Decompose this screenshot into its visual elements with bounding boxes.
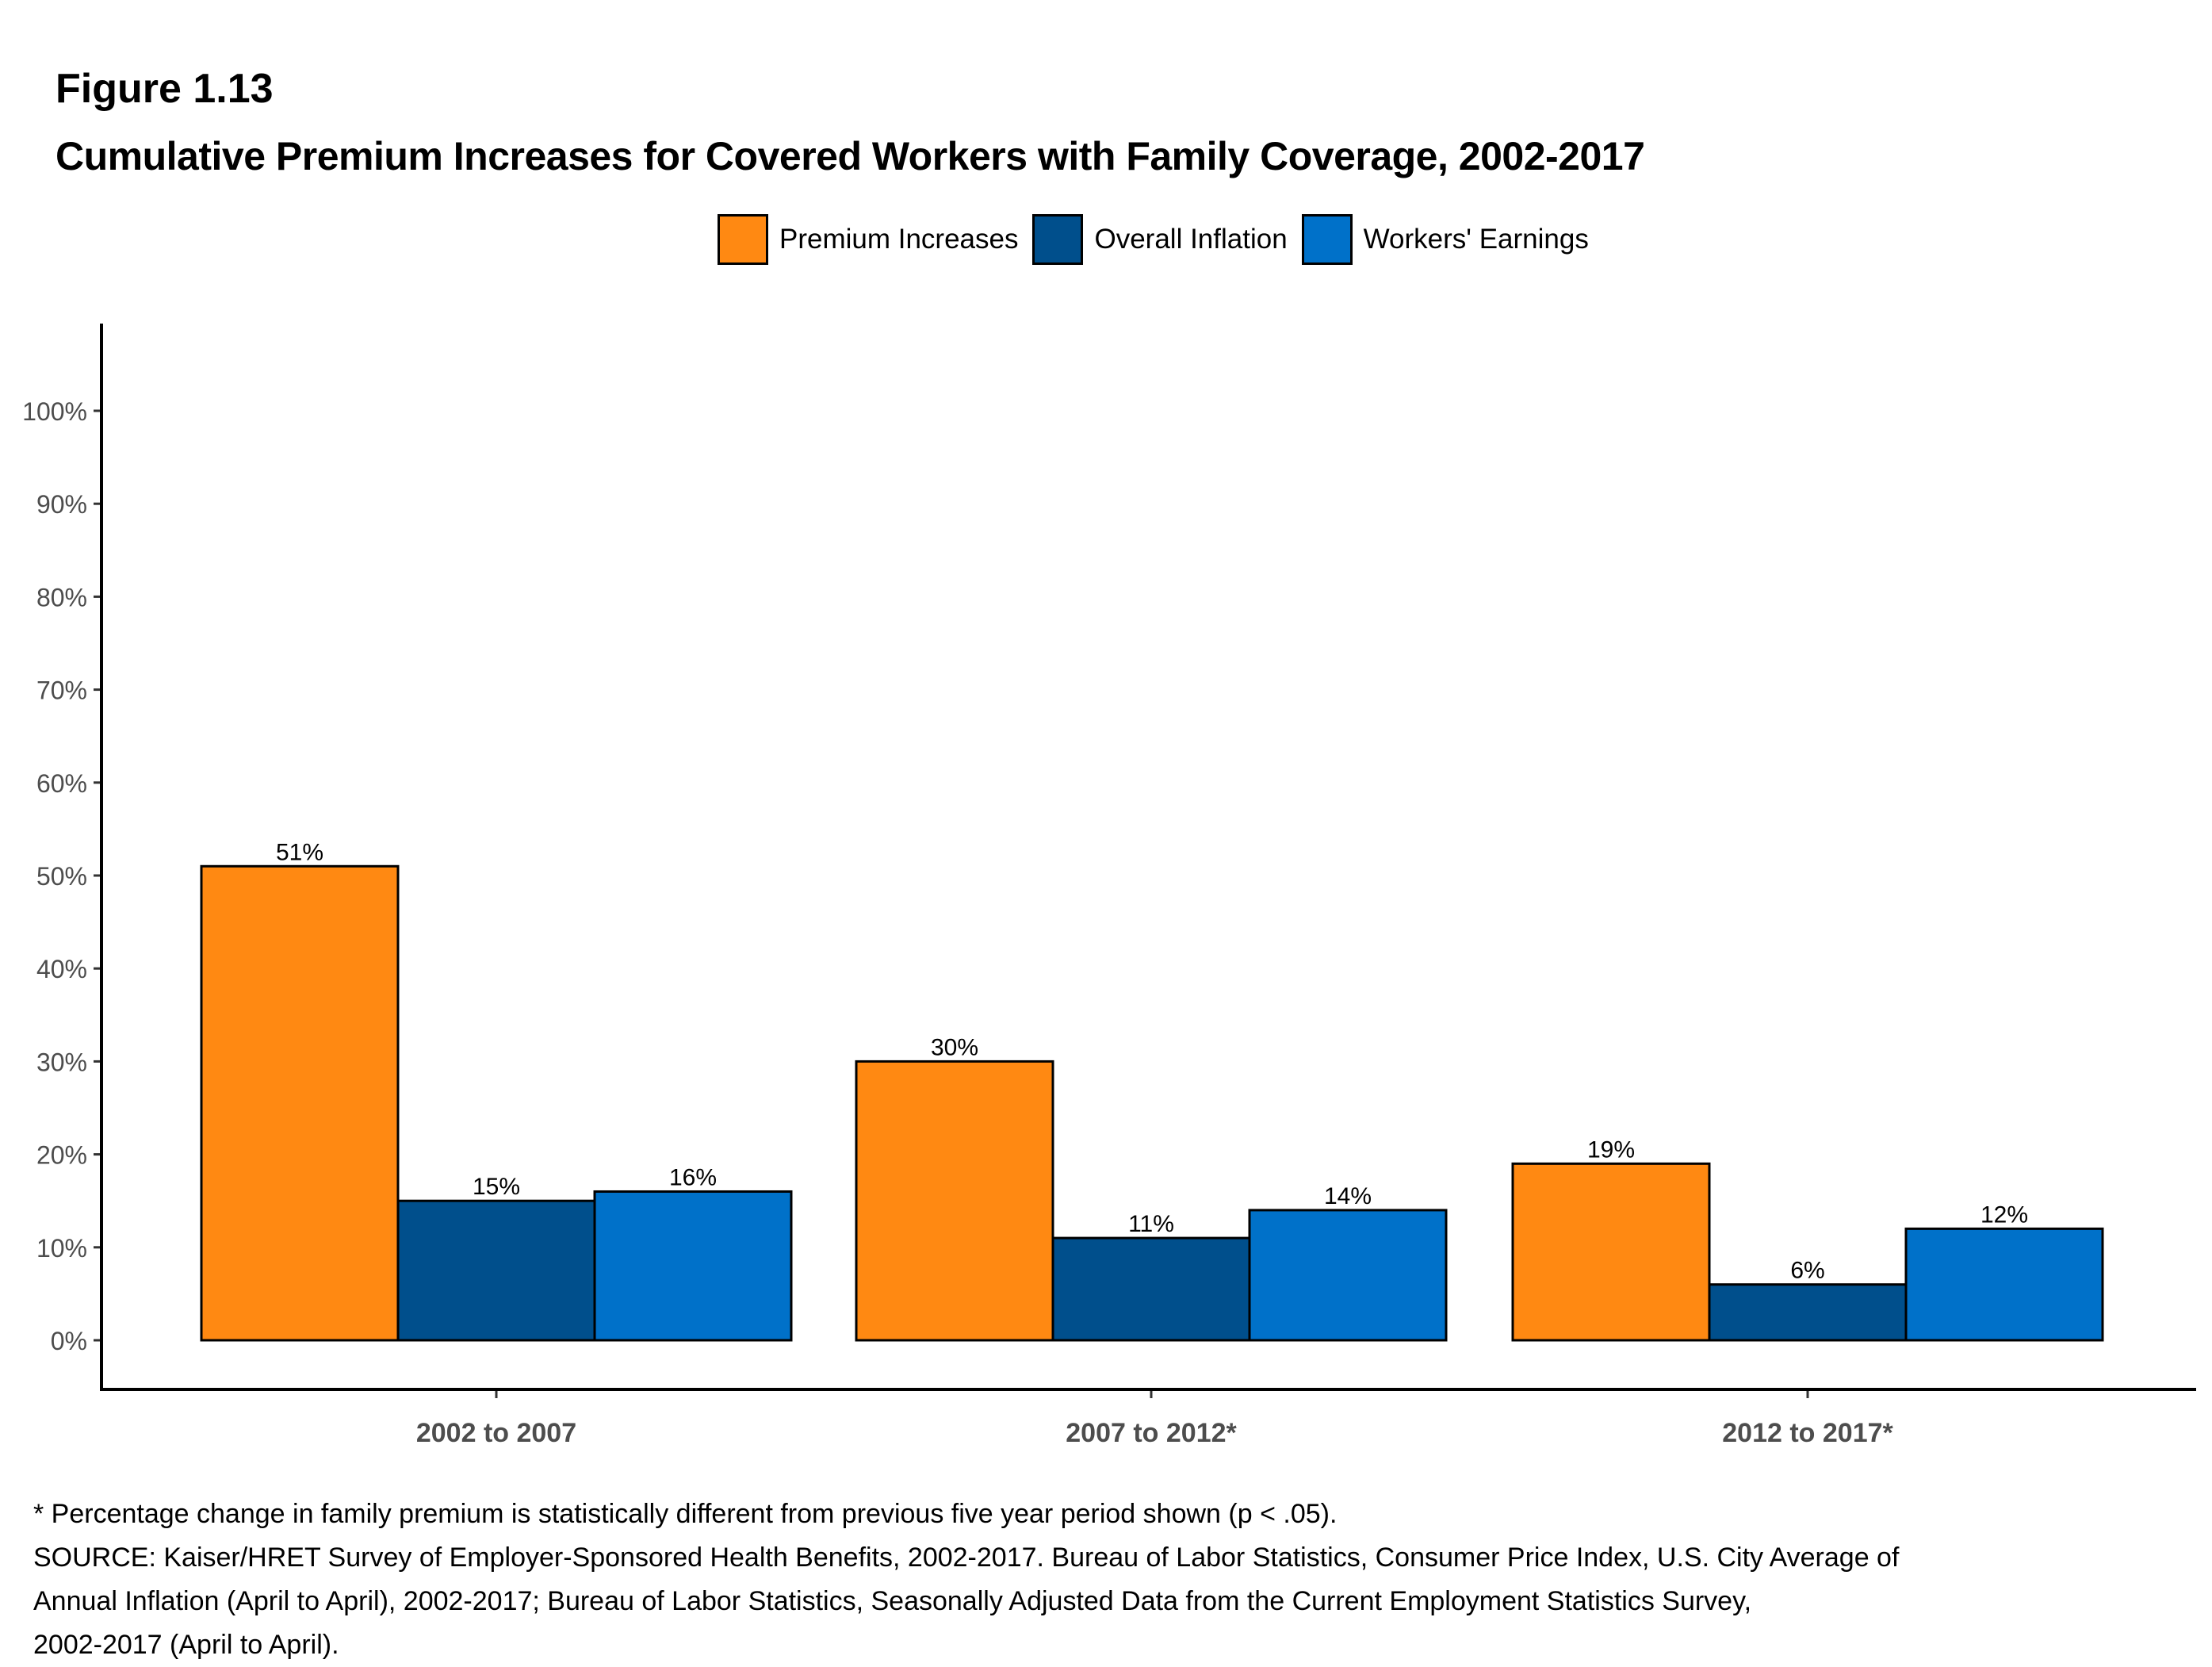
y-tick-label: 80% <box>36 583 87 611</box>
bar-label-premium-increases-2007-to-2012: 30% <box>931 1034 978 1060</box>
bar-label-workers-earnings-2007-to-2012: 14% <box>1324 1183 1372 1209</box>
bar-label-premium-increases-2012-to-2017: 19% <box>1587 1136 1635 1163</box>
legend-item-overall-inflation: Overall Inflation <box>1032 214 1288 265</box>
chart-legend: Premium Increases Overall Inflation Work… <box>718 213 1603 266</box>
y-tick-label: 10% <box>36 1234 87 1263</box>
y-tick-label: 100% <box>22 397 87 426</box>
legend-swatch-overall-inflation <box>1032 214 1084 265</box>
legend-item-premium-increases: Premium Increases <box>718 214 1018 265</box>
y-tick-label: 0% <box>51 1327 87 1355</box>
footnote-source-line-3: 2002-2017 (April to April). <box>33 1630 339 1660</box>
legend-swatch-premium-increases <box>718 214 768 265</box>
y-tick-label: 30% <box>36 1048 87 1076</box>
footnote-source-line-2: Annual Inflation (April to April), 2002-… <box>33 1586 1752 1616</box>
bar-premium-increases-2012-to-2017 <box>1511 1162 1711 1342</box>
bar-workers-earnings-2002-to-2007 <box>593 1190 793 1342</box>
y-tick-label: 40% <box>36 955 87 983</box>
bar-label-overall-inflation-2002-to-2007: 15% <box>473 1174 520 1200</box>
bar-overall-inflation-2002-to-2007 <box>396 1199 596 1342</box>
legend-label-workers-earnings: Workers' Earnings <box>1363 224 1589 255</box>
bar-chart: 0% 10% 20% 30% 40% 50% 60% 70% 80% 90% 100% 2002 t… <box>22 324 2196 1448</box>
bar-workers-earnings-2007-to-2012 <box>1248 1209 1448 1342</box>
chart-title: Cumulative Premium Increases for Covered… <box>55 134 1645 178</box>
bar-workers-earnings-2012-to-2017 <box>1904 1227 2104 1342</box>
footnotes: * Percentage change in family premium is… <box>33 1493 2174 1667</box>
bar-premium-increases-2002-to-2007 <box>200 864 400 1342</box>
legend-label-overall-inflation: Overall Inflation <box>1094 224 1288 255</box>
x-axis-ticks: 2002 to 2007 2007 to 2012* 2012 to 2017* <box>416 1389 1894 1448</box>
bar-labels-group: 51% 15% 16% 30% 11% 14% 19% 6% 12% <box>276 839 2028 1283</box>
x-tick-label: 2007 to 2012* <box>1066 1418 1237 1448</box>
y-axis-ticks: 0% 10% 20% 30% 40% 50% 60% 70% 80% 90% 100% <box>22 397 101 1355</box>
bar-label-workers-earnings-2002-to-2007: 16% <box>669 1164 717 1190</box>
x-tick-label: 2012 to 2017* <box>1722 1418 1893 1448</box>
y-tick-label: 90% <box>36 490 87 519</box>
y-tick-label: 70% <box>36 676 87 705</box>
bar-label-premium-increases-2002-to-2007: 51% <box>276 839 323 865</box>
x-tick-label: 2002 to 2007 <box>416 1418 576 1448</box>
footnote-source-line-1: SOURCE: Kaiser/HRET Survey of Employer-S… <box>33 1542 1900 1573</box>
y-tick-label: 50% <box>36 862 87 891</box>
y-tick-label: 60% <box>36 769 87 798</box>
bars-group <box>200 864 2104 1342</box>
bar-label-overall-inflation-2012-to-2017: 6% <box>1790 1258 1824 1284</box>
bar-overall-inflation-2012-to-2017 <box>1708 1283 1908 1342</box>
bar-premium-increases-2007-to-2012 <box>855 1060 1054 1342</box>
legend-label-premium-increases: Premium Increases <box>779 224 1019 255</box>
legend-swatch-workers-earnings <box>1301 214 1353 265</box>
legend-item-workers-earnings: Workers' Earnings <box>1301 214 1589 265</box>
bar-label-workers-earnings-2012-to-2017: 12% <box>1980 1201 2028 1228</box>
bar-overall-inflation-2007-to-2012 <box>1051 1236 1251 1342</box>
y-tick-label: 20% <box>36 1141 87 1170</box>
bar-label-overall-inflation-2007-to-2012: 11% <box>1128 1211 1174 1237</box>
figure-number: Figure 1.13 <box>55 66 274 112</box>
footnote-significance: * Percentage change in family premium is… <box>33 1499 1338 1529</box>
